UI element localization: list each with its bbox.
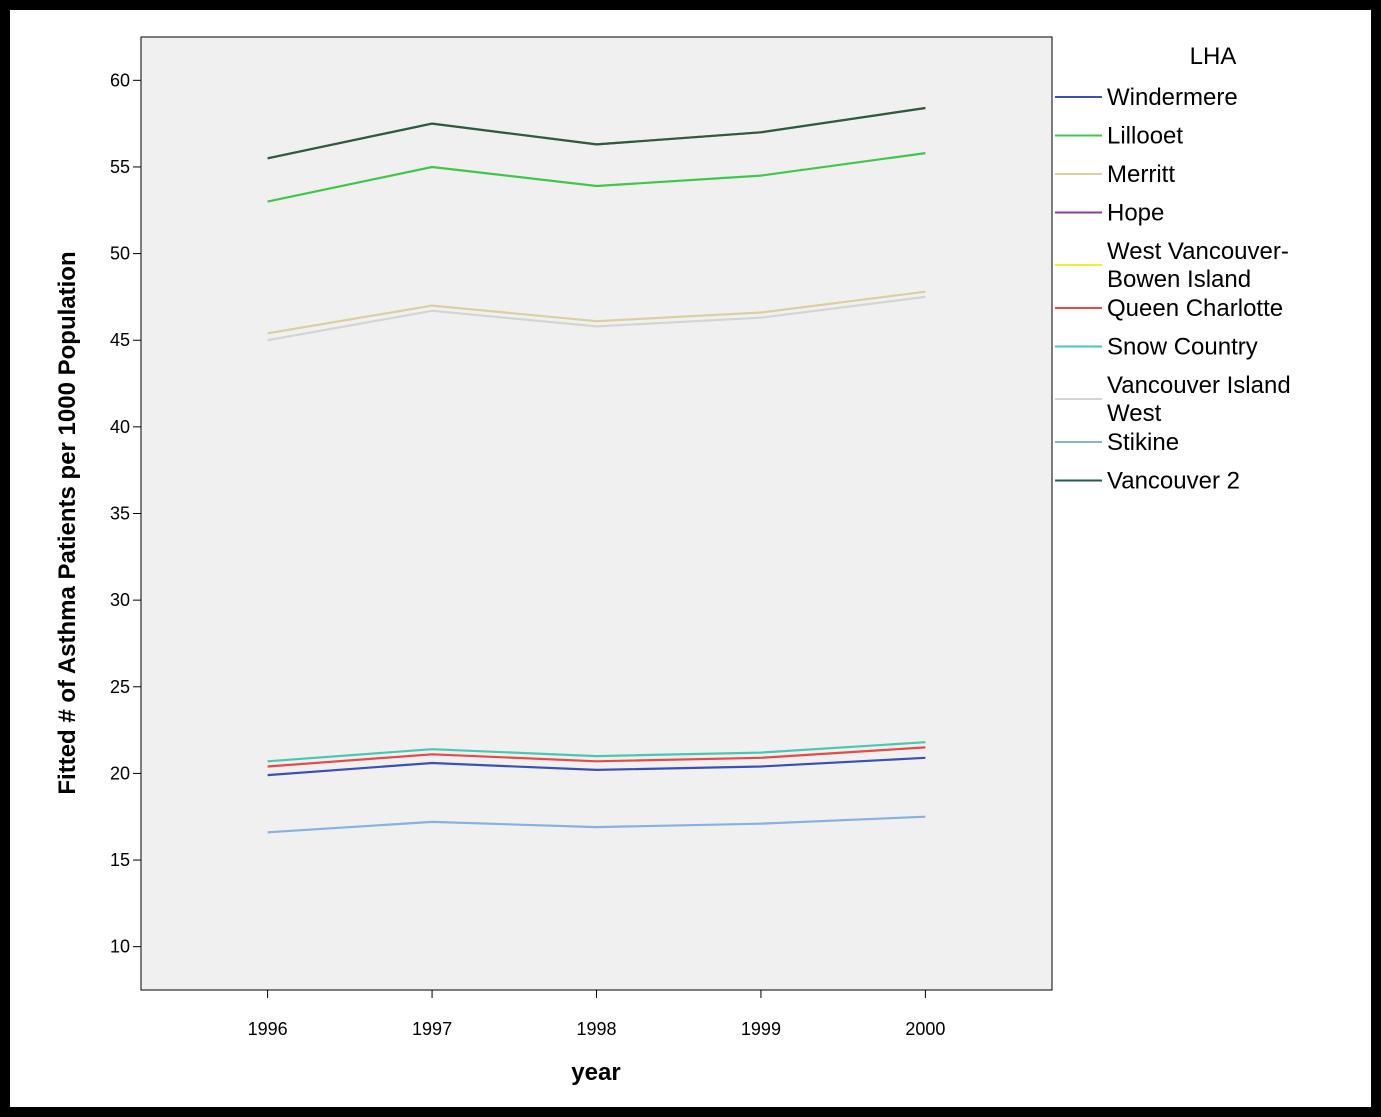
x-tick-label: 1999 [741, 1019, 781, 1039]
x-tick-label: 1996 [248, 1019, 288, 1039]
plot-area [140, 36, 1053, 991]
legend: Windermere Lillooet Merritt Hope West Vancou… [1055, 84, 1291, 495]
y-axis: 10 15 20 25 30 35 40 45 50 55 60 [110, 70, 141, 957]
series-lines [267, 106, 926, 834]
y-tick-label: 55 [110, 157, 130, 177]
series-line [267, 815, 926, 834]
legend-label: Bowen Island [1107, 266, 1251, 293]
series-line [267, 106, 926, 160]
x-tick-label: 1997 [412, 1019, 452, 1039]
legend-label: Vancouver Island [1107, 372, 1291, 399]
series-line [267, 756, 926, 777]
y-tick-label: 20 [110, 763, 130, 783]
legend-label: West [1107, 400, 1162, 427]
legend-label: Hope [1107, 200, 1164, 227]
x-axis-label: year [571, 1059, 620, 1086]
legend-label: Queen Charlotte [1107, 295, 1283, 322]
series-line [267, 152, 926, 203]
legend-label: Snow Country [1107, 334, 1258, 361]
y-tick-label: 45 [110, 330, 130, 350]
legend-label: Lillooet [1107, 123, 1183, 150]
legend-label: Merritt [1107, 161, 1175, 188]
series-line [267, 746, 926, 768]
series-line [267, 741, 926, 763]
y-tick-label: 15 [110, 850, 130, 870]
chart-card: 10 15 20 25 30 35 40 45 50 55 60 1996 1997 1998 1999 2… [10, 10, 1371, 1107]
y-tick-label: 50 [110, 244, 130, 264]
y-tick-label: 30 [110, 590, 130, 610]
legend-label: Windermere [1107, 84, 1238, 111]
x-tick-label: 1998 [576, 1019, 616, 1039]
x-axis: 1996 1997 1998 1999 2000 [248, 990, 945, 1039]
y-tick-label: 60 [110, 70, 130, 90]
y-tick-label: 25 [110, 677, 130, 697]
legend-title: LHA [1190, 43, 1237, 70]
y-tick-label: 10 [110, 937, 130, 957]
y-tick-label: 40 [110, 417, 130, 437]
line-chart: 10 15 20 25 30 35 40 45 50 55 60 1996 1997 1998 1999 2… [54, 36, 1291, 1086]
y-tick-label: 35 [110, 504, 130, 524]
legend-label: Vancouver 2 [1107, 468, 1240, 495]
series-line [267, 290, 926, 335]
legend-label: West Vancouver- [1107, 238, 1289, 265]
series-line [267, 295, 926, 342]
x-tick-label: 2000 [905, 1019, 945, 1039]
legend-label: Stikine [1107, 429, 1179, 456]
y-axis-label: Fitted # of Asthma Patients per 1000 Pop… [54, 251, 81, 794]
